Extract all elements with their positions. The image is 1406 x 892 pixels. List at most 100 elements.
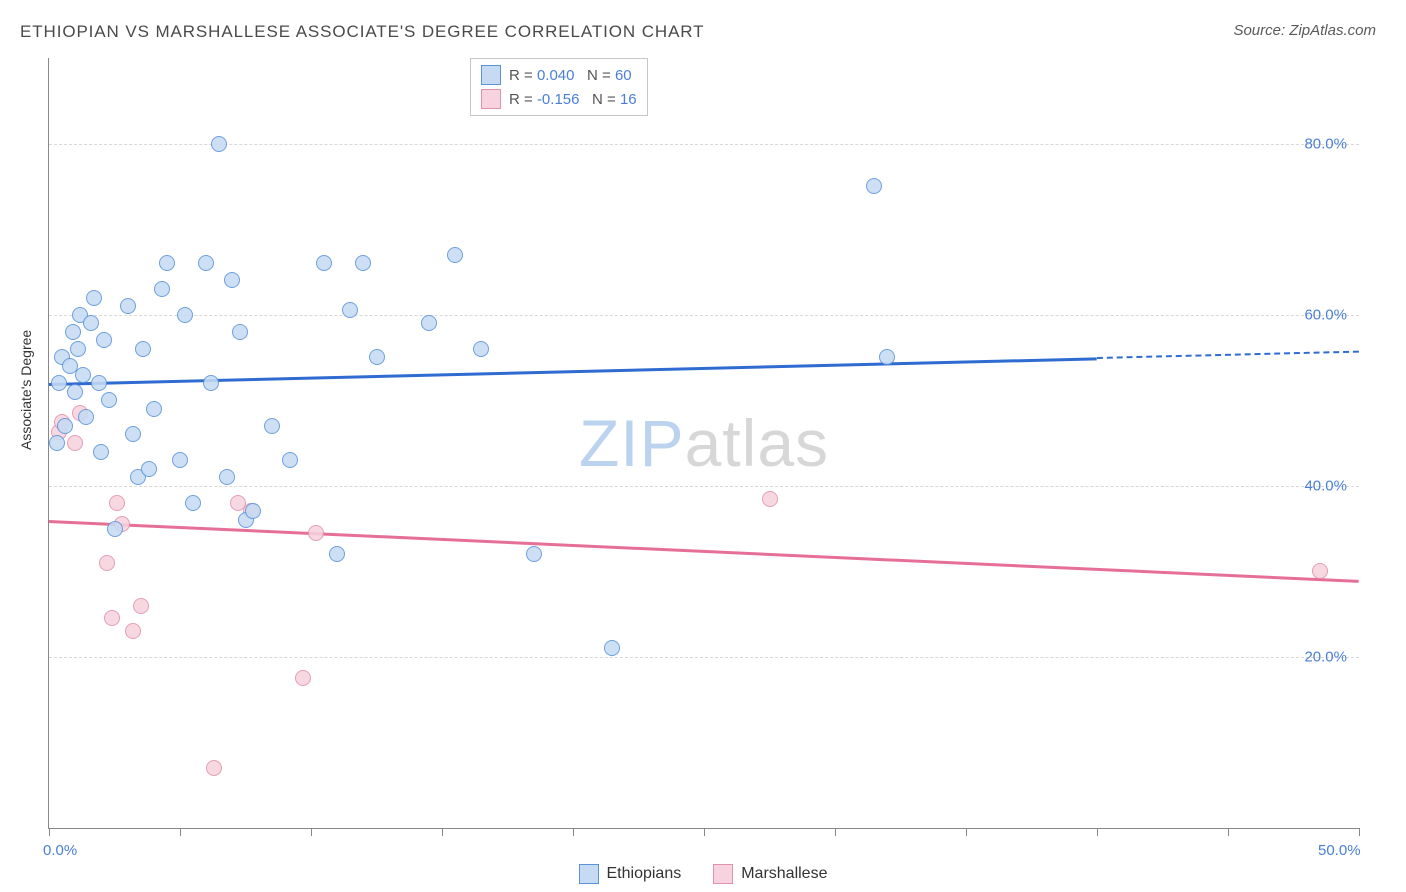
data-point xyxy=(447,247,463,263)
data-point xyxy=(99,555,115,571)
data-point xyxy=(308,525,324,541)
data-point xyxy=(219,469,235,485)
data-point xyxy=(154,281,170,297)
x-tick xyxy=(704,828,705,836)
data-point xyxy=(78,409,94,425)
data-point xyxy=(120,298,136,314)
series-legend: Ethiopians Marshallese xyxy=(0,864,1406,884)
legend-item: Marshallese xyxy=(713,864,827,884)
watermark-prefix: ZIP xyxy=(579,406,685,480)
y-tick-label: 20.0% xyxy=(1304,648,1347,665)
data-point xyxy=(1312,563,1328,579)
data-point xyxy=(104,610,120,626)
legend-item: Ethiopians xyxy=(579,864,682,884)
data-point xyxy=(133,598,149,614)
data-point xyxy=(107,521,123,537)
data-point xyxy=(232,324,248,340)
x-tick-label-right: 50.0% xyxy=(1318,842,1361,859)
trend-line xyxy=(49,520,1359,582)
x-tick-label-left: 0.0% xyxy=(43,842,77,859)
data-point xyxy=(185,495,201,511)
x-tick xyxy=(49,828,50,836)
data-point xyxy=(83,315,99,331)
data-point xyxy=(49,435,65,451)
x-tick xyxy=(1097,828,1098,836)
legend-swatch xyxy=(481,89,501,109)
data-point xyxy=(67,384,83,400)
data-point xyxy=(224,272,240,288)
data-point xyxy=(211,136,227,152)
watermark-suffix: atlas xyxy=(685,406,829,480)
data-point xyxy=(70,341,86,357)
data-point xyxy=(866,178,882,194)
data-point xyxy=(369,349,385,365)
data-point xyxy=(421,315,437,331)
data-point xyxy=(51,375,67,391)
data-point xyxy=(86,290,102,306)
x-tick xyxy=(1359,828,1360,836)
y-axis-label: Associate's Degree xyxy=(18,330,34,450)
data-point xyxy=(96,332,112,348)
data-point xyxy=(342,302,358,318)
data-point xyxy=(125,623,141,639)
x-tick xyxy=(180,828,181,836)
data-point xyxy=(879,349,895,365)
y-tick-label: 40.0% xyxy=(1304,477,1347,494)
data-point xyxy=(65,324,81,340)
source-label: Source: ZipAtlas.com xyxy=(1233,22,1376,39)
data-point xyxy=(473,341,489,357)
data-point xyxy=(67,435,83,451)
data-point xyxy=(91,375,107,391)
gridline xyxy=(49,144,1359,145)
legend-row: R = 0.040 N = 60 xyxy=(481,63,637,87)
legend-row: R = -0.156 N = 16 xyxy=(481,87,637,111)
data-point xyxy=(125,426,141,442)
gridline xyxy=(49,657,1359,658)
data-point xyxy=(316,255,332,271)
data-point xyxy=(93,444,109,460)
x-tick xyxy=(835,828,836,836)
gridline xyxy=(49,315,1359,316)
correlation-legend: R = 0.040 N = 60 R = -0.156 N = 16 xyxy=(470,58,648,116)
data-point xyxy=(329,546,345,562)
data-point xyxy=(604,640,620,656)
legend-swatch xyxy=(481,65,501,85)
trend-line-dashed xyxy=(1097,351,1359,359)
y-tick-label: 80.0% xyxy=(1304,135,1347,152)
data-point xyxy=(282,452,298,468)
legend-stat: R = 0.040 N = 60 xyxy=(509,67,632,84)
data-point xyxy=(264,418,280,434)
plot-area: ZIPatlas 20.0% 40.0% 60.0% 80.0% xyxy=(48,58,1359,829)
legend-swatch xyxy=(713,864,733,884)
y-tick-label: 60.0% xyxy=(1304,306,1347,323)
data-point xyxy=(75,367,91,383)
x-tick xyxy=(311,828,312,836)
data-point xyxy=(203,375,219,391)
data-point xyxy=(101,392,117,408)
watermark: ZIPatlas xyxy=(579,405,829,481)
data-point xyxy=(295,670,311,686)
chart-title: ETHIOPIAN VS MARSHALLESE ASSOCIATE'S DEG… xyxy=(20,22,704,42)
data-point xyxy=(177,307,193,323)
x-tick xyxy=(442,828,443,836)
data-point xyxy=(109,495,125,511)
data-point xyxy=(146,401,162,417)
data-point xyxy=(206,760,222,776)
data-point xyxy=(762,491,778,507)
data-point xyxy=(198,255,214,271)
x-tick xyxy=(573,828,574,836)
data-point xyxy=(159,255,175,271)
data-point xyxy=(57,418,73,434)
legend-label: Ethiopians xyxy=(607,865,682,883)
data-point xyxy=(355,255,371,271)
gridline xyxy=(49,486,1359,487)
data-point xyxy=(245,503,261,519)
data-point xyxy=(141,461,157,477)
legend-label: Marshallese xyxy=(741,865,827,883)
x-tick xyxy=(1228,828,1229,836)
x-tick xyxy=(966,828,967,836)
legend-swatch xyxy=(579,864,599,884)
data-point xyxy=(526,546,542,562)
data-point xyxy=(172,452,188,468)
legend-stat: R = -0.156 N = 16 xyxy=(509,91,637,108)
